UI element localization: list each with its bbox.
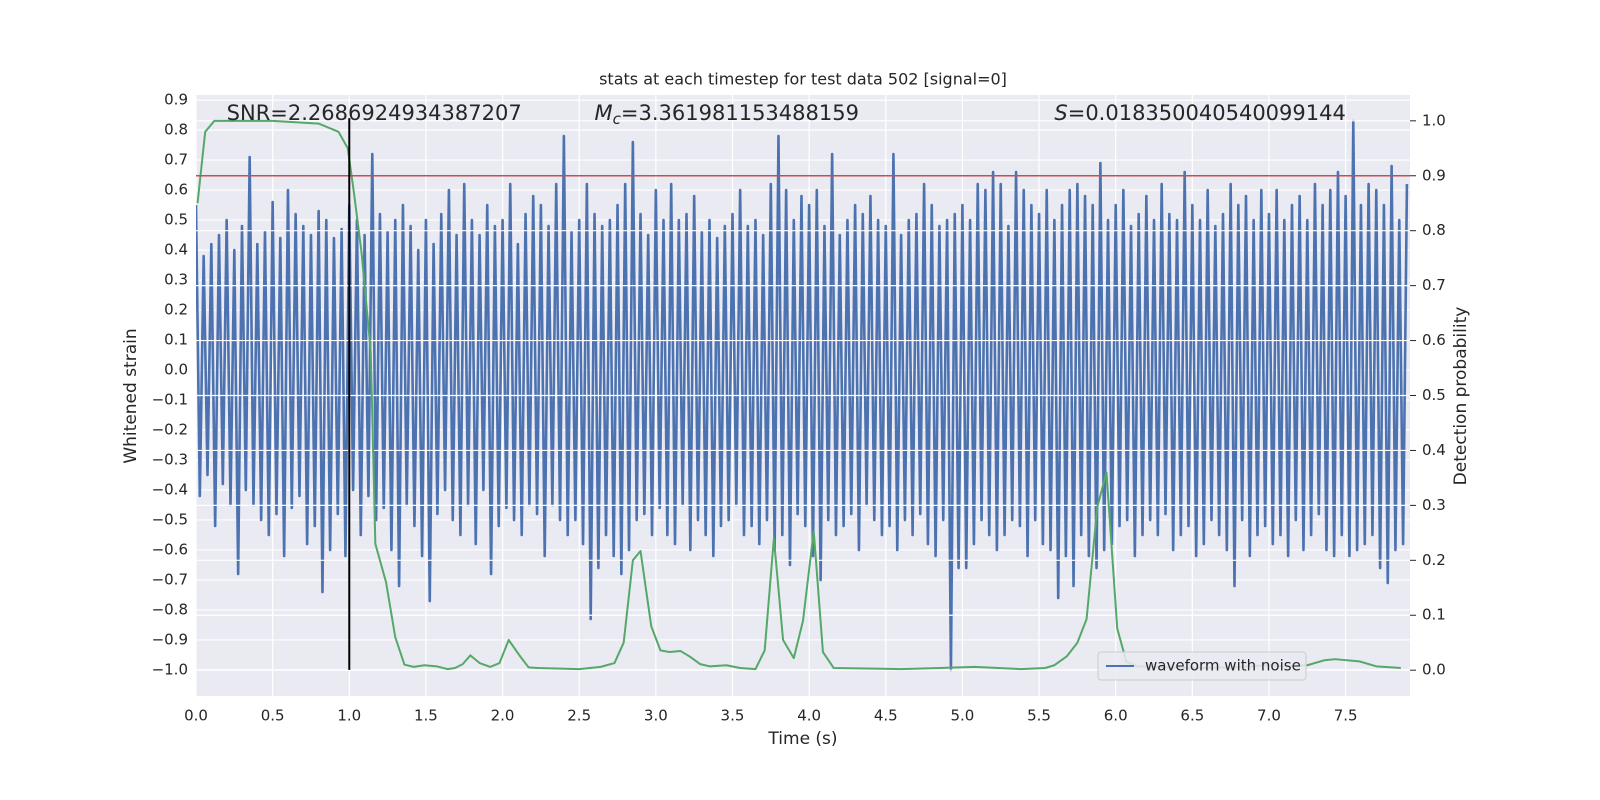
y-tick-label: 0.9 — [164, 91, 188, 109]
x-tick-label: 4.5 — [874, 707, 898, 725]
legend-label: waveform with noise — [1145, 657, 1301, 675]
y2-axis-label: Detection probability — [1451, 307, 1471, 486]
probability-line — [196, 119, 1401, 671]
y2-tick-label: 0.1 — [1422, 606, 1446, 624]
y2-tick-label: 0.4 — [1422, 441, 1446, 459]
x-tick-label: 7.5 — [1334, 707, 1358, 725]
x-tick-label: 5.0 — [950, 707, 974, 725]
x-tick-label: 2.0 — [491, 707, 515, 725]
y-tick-label: −0.5 — [152, 510, 188, 528]
chart-title: stats at each timestep for test data 502… — [599, 70, 1007, 89]
y-tick-label: −0.9 — [152, 630, 188, 648]
x-tick-label: 7.0 — [1257, 707, 1281, 725]
x-tick-label: 1.5 — [414, 707, 438, 725]
y2-tick-label: 0.9 — [1422, 166, 1446, 184]
y-tick-label: −0.6 — [152, 540, 188, 558]
annotation-text: =3.361981153488159 — [621, 101, 859, 125]
y2-tick-label: 0.8 — [1422, 221, 1446, 239]
y2-tick-label: 0.5 — [1422, 386, 1446, 404]
y-tick-label: −0.8 — [152, 600, 188, 618]
waveform-line — [196, 119, 1409, 672]
y-tick-label: 0.8 — [164, 121, 188, 139]
x-tick-label: 0.0 — [184, 707, 208, 725]
y-tick-label: −0.1 — [152, 390, 188, 408]
annotation: SNR=2.2686924934387207 — [227, 101, 522, 125]
y-tick-label: −0.3 — [152, 450, 188, 468]
y-tick-label: −0.2 — [152, 420, 188, 438]
x-tick-label: 0.5 — [261, 707, 285, 725]
y-tick-label: 0.7 — [164, 151, 188, 169]
y-tick-label: 0.6 — [164, 181, 188, 199]
x-axis-label: Time (s) — [767, 729, 837, 749]
y2-tick-label: 0.6 — [1422, 331, 1446, 349]
y-tick-label: 0.4 — [164, 241, 188, 259]
y2-tick-label: 0.7 — [1422, 276, 1446, 294]
y2-tick-label: 0.3 — [1422, 496, 1446, 514]
y2-tick-label: 0.0 — [1422, 661, 1446, 679]
x-tick-label: 3.5 — [721, 707, 745, 725]
y2-tick-label: 0.2 — [1422, 551, 1446, 569]
annotation-text: =0.018350040540099144 — [1068, 101, 1346, 125]
y-tick-label: 0.1 — [164, 331, 188, 349]
y-tick-label: −0.7 — [152, 570, 188, 588]
x-tick-label: 4.0 — [797, 707, 821, 725]
x-tick-label: 3.0 — [644, 707, 668, 725]
annotation-subscript: c — [613, 110, 622, 128]
annotation: Mc=3.361981153488159 — [595, 101, 859, 128]
y-tick-label: 0.0 — [164, 361, 188, 379]
annotation-text: SNR=2.2686924934387207 — [227, 101, 522, 125]
x-tick-label: 1.0 — [337, 707, 361, 725]
x-tick-label: 6.5 — [1180, 707, 1204, 725]
y-tick-label: −0.4 — [152, 480, 188, 498]
annotation-symbol: M — [595, 101, 613, 125]
x-tick-label: 2.5 — [567, 707, 591, 725]
annotation: S=0.018350040540099144 — [1054, 101, 1345, 125]
y-axis-label: Whitened strain — [121, 328, 141, 463]
y-tick-label: −1.0 — [152, 660, 188, 678]
legend-box — [1097, 651, 1307, 681]
y-tick-label: 0.3 — [164, 271, 188, 289]
x-tick-label: 6.0 — [1104, 707, 1128, 725]
y2-tick-label: 1.0 — [1422, 111, 1446, 129]
y-tick-label: 0.2 — [164, 301, 188, 319]
y-tick-label: 0.5 — [164, 211, 188, 229]
x-tick-label: 5.5 — [1027, 707, 1051, 725]
annotation-symbol: S — [1054, 101, 1067, 125]
